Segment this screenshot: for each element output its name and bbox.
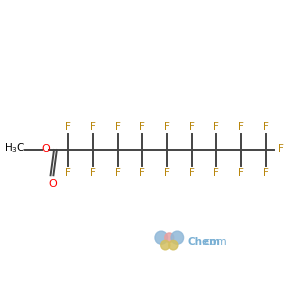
Text: F: F — [90, 168, 96, 178]
Text: F: F — [140, 168, 145, 178]
Text: F: F — [65, 168, 71, 178]
Text: F: F — [140, 122, 145, 132]
Circle shape — [155, 231, 168, 244]
Text: F: F — [238, 122, 244, 132]
Text: F: F — [115, 168, 121, 178]
Text: F: F — [115, 122, 121, 132]
Text: O: O — [41, 144, 50, 154]
Text: O: O — [48, 178, 57, 189]
Circle shape — [161, 240, 170, 250]
Text: F: F — [164, 168, 170, 178]
Text: .com: .com — [202, 236, 227, 247]
Text: F: F — [164, 122, 170, 132]
Text: F: F — [278, 144, 284, 154]
Text: F: F — [263, 122, 268, 132]
Text: F: F — [213, 168, 219, 178]
Text: F: F — [189, 122, 195, 132]
Circle shape — [169, 240, 178, 250]
Text: Chem: Chem — [188, 236, 220, 247]
Text: F: F — [90, 122, 96, 132]
Text: F: F — [189, 168, 195, 178]
Text: F: F — [263, 168, 268, 178]
Text: F: F — [213, 122, 219, 132]
Text: H$_3$C: H$_3$C — [4, 142, 26, 155]
Text: F: F — [65, 122, 71, 132]
Circle shape — [165, 233, 174, 242]
Text: F: F — [238, 168, 244, 178]
Circle shape — [171, 231, 184, 244]
